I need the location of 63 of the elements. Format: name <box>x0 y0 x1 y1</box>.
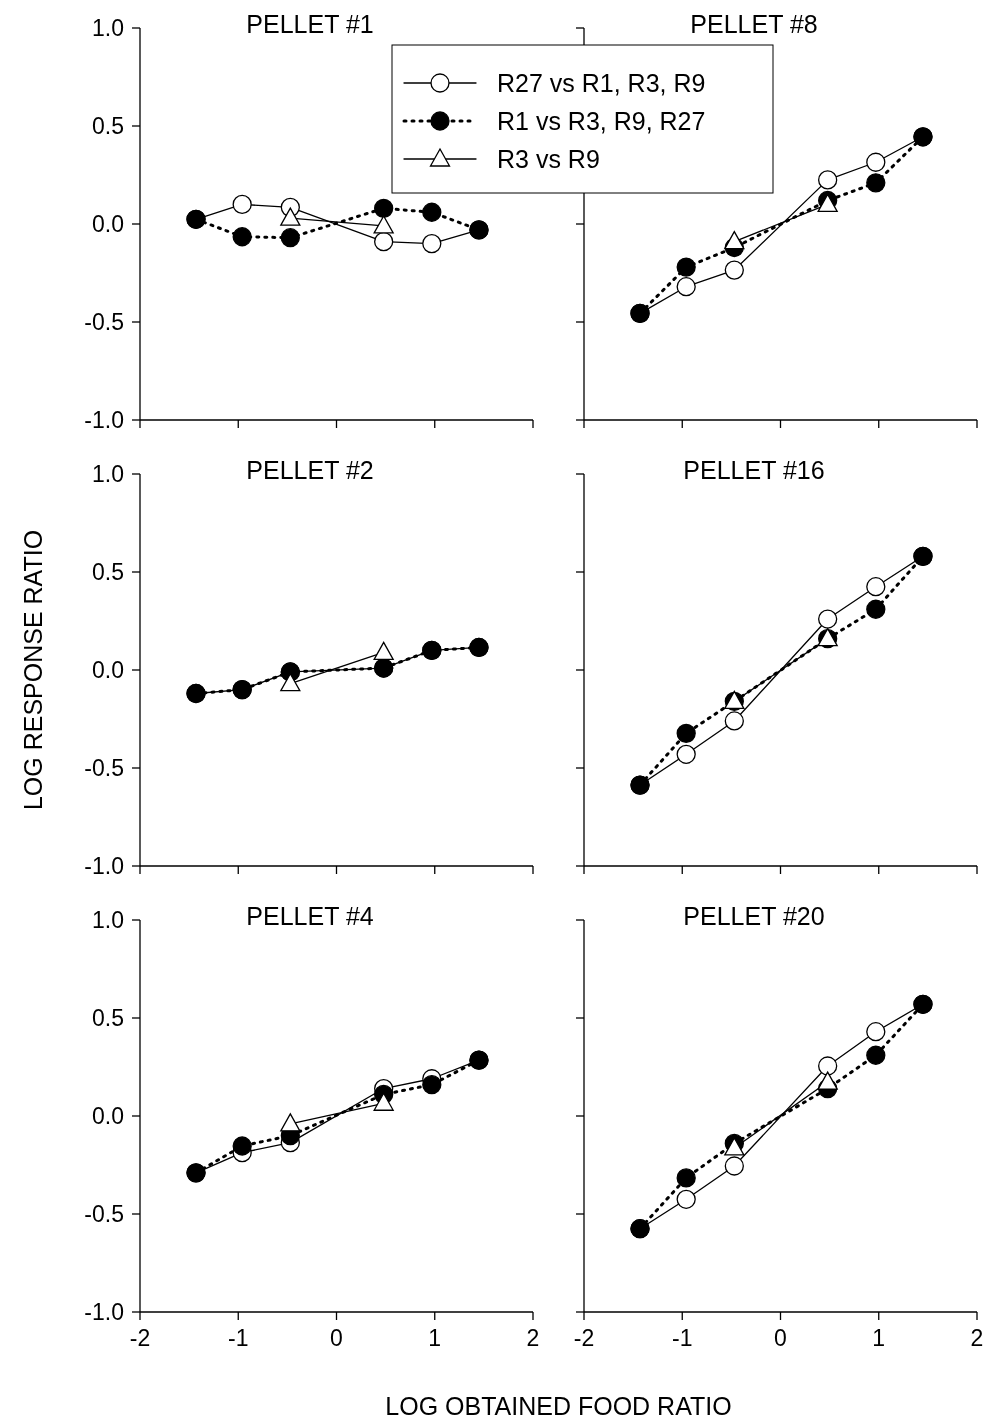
point <box>724 1156 744 1176</box>
y-tick-label: -1.0 <box>84 407 124 433</box>
x-tick-label: -1 <box>672 1325 693 1351</box>
x-tick-label: -2 <box>129 1325 151 1351</box>
chart-title: PELLET #2 <box>246 456 374 484</box>
point <box>676 257 696 277</box>
x-tick-label: 1 <box>872 1325 886 1351</box>
y-tick-label: 1.0 <box>92 907 124 933</box>
y-tick-label: 0.5 <box>92 559 124 585</box>
chart-title: PELLET #4 <box>246 902 374 930</box>
x-tick-label: 0 <box>330 1325 343 1351</box>
y-tick-label: -0.5 <box>84 755 124 781</box>
y-tick-label: -0.5 <box>84 1201 124 1227</box>
x-tick-label: 1 <box>428 1325 442 1351</box>
chart-title: PELLET #20 <box>683 902 825 930</box>
x-tick-label: 2 <box>970 1325 984 1351</box>
point <box>818 170 838 190</box>
x-tick-label: -2 <box>573 1325 595 1351</box>
y-tick-label: 1.0 <box>92 15 124 41</box>
chart-title: PELLET #8 <box>690 10 818 38</box>
point <box>232 227 252 247</box>
y-tick-label: 0.0 <box>92 211 124 237</box>
legend-label: R3 vs R9 <box>497 145 600 173</box>
point <box>422 202 442 222</box>
point <box>866 152 886 172</box>
x-tick-label: 0 <box>774 1325 787 1351</box>
point <box>724 260 744 280</box>
y-tick-label: 1.0 <box>92 461 124 487</box>
point <box>422 233 442 254</box>
legend-label: R1 vs R3, R9, R27 <box>497 107 706 135</box>
x-axis-title: LOG OBTAINED FOOD RATIO <box>385 1392 732 1420</box>
y-tick-label: -0.5 <box>84 309 124 335</box>
point <box>866 1022 886 1042</box>
y-tick-label: 0.5 <box>92 1005 124 1031</box>
point <box>422 1074 442 1095</box>
point <box>676 277 696 297</box>
point <box>676 1168 696 1188</box>
point <box>724 711 744 731</box>
point <box>232 194 252 215</box>
point <box>374 231 394 252</box>
point <box>818 609 838 629</box>
y-tick-label: -1.0 <box>84 853 124 879</box>
chart-title: PELLET #16 <box>683 456 825 484</box>
point <box>866 1045 886 1065</box>
y-tick-label: 0.5 <box>92 113 124 139</box>
point <box>280 228 300 248</box>
point <box>866 173 886 193</box>
point <box>374 198 394 218</box>
point <box>676 723 696 743</box>
y-axis-title: LOG RESPONSE RATIO <box>19 529 47 811</box>
chart-title: PELLET #1 <box>246 10 374 38</box>
x-tick-label: 2 <box>526 1325 540 1351</box>
point <box>818 1056 838 1076</box>
point <box>232 1136 252 1156</box>
point <box>866 599 886 619</box>
x-tick-label: -1 <box>228 1325 249 1351</box>
y-tick-label: 0.0 <box>92 1103 124 1129</box>
y-tick-label: -1.0 <box>84 1299 124 1325</box>
point <box>676 744 696 764</box>
legend-label: R27 vs R1, R3, R9 <box>497 69 706 97</box>
point <box>676 1189 696 1209</box>
point <box>866 577 886 597</box>
y-tick-label: 0.0 <box>92 657 124 683</box>
